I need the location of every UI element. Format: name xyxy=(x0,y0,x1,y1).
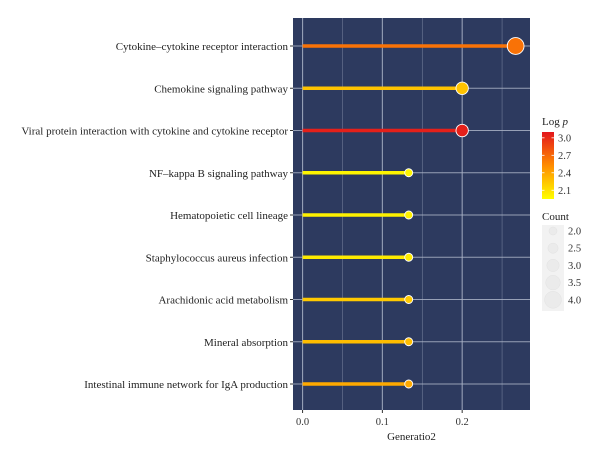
size-legend-circle-4 xyxy=(544,291,562,309)
lollipop-point-6 xyxy=(404,295,414,304)
category-label-0: Cytokine–cytokine receptor interaction xyxy=(116,41,289,53)
lollipop-point-8 xyxy=(404,379,414,389)
x-axis-title: Generatio2 xyxy=(387,431,436,443)
category-label-4: Hematopoietic cell lineage xyxy=(170,210,288,222)
category-label-7: Mineral absorption xyxy=(204,337,289,349)
color-legend-label-2: 2.4 xyxy=(558,168,572,179)
size-legend-circle-0 xyxy=(548,226,558,236)
lollipop-point-7 xyxy=(404,337,414,347)
lollipop-point-4 xyxy=(404,210,414,220)
color-legend-label-0: 3.0 xyxy=(558,133,571,144)
lollipop-stems xyxy=(302,44,516,386)
category-labels: Cytokine–cytokine receptor interaction Ch… xyxy=(21,41,288,391)
size-legend-label-1: 2.5 xyxy=(568,244,581,255)
x-tick-label-0: 0.0 xyxy=(296,417,309,428)
size-legend-label-4: 4.0 xyxy=(568,295,581,306)
color-legend-title-italic: p xyxy=(561,116,568,128)
lollipop-point-2 xyxy=(455,123,469,138)
x-tick-label-2: 0.2 xyxy=(456,417,469,428)
x-axis-ticks: 0.0 0.1 0.2 xyxy=(296,410,469,428)
size-legend-title: Count xyxy=(542,211,569,223)
color-legend-label-1: 2.7 xyxy=(558,151,571,162)
lollipop-point-0 xyxy=(506,37,525,55)
category-label-6: Arachidonic acid metabolism xyxy=(158,295,288,307)
size-legend-circle-1 xyxy=(547,242,559,254)
color-legend-label-3: 2.1 xyxy=(558,186,571,197)
size-legend-circle-2 xyxy=(546,258,560,272)
category-label-3: NF–kappa B signaling pathway xyxy=(149,168,289,180)
lollipop-point-3 xyxy=(404,168,414,178)
size-legend-items: 2.0 2.5 3.0 3.5 4.0 xyxy=(542,225,581,311)
lollipop-points xyxy=(404,37,525,389)
size-legend: Count 2.0 2.5 3.0 3.5 4.0 xyxy=(542,211,581,311)
size-legend-label-2: 3.0 xyxy=(568,261,581,272)
color-legend-ticks: 3.0 2.7 2.4 2.1 xyxy=(542,133,572,197)
color-legend: Log p 3.0 2.7 2.4 2.1 xyxy=(542,116,572,199)
category-label-8: Intestinal immune network for IgA produc… xyxy=(84,379,288,391)
size-legend-label-3: 3.5 xyxy=(568,278,581,289)
category-label-5: Staphylococcus aureus infection xyxy=(146,252,289,264)
size-legend-label-0: 2.0 xyxy=(568,227,581,238)
lollipop-point-5 xyxy=(404,252,414,262)
size-legend-circle-3 xyxy=(545,275,561,291)
category-label-2: Viral protein interaction with cytokine … xyxy=(21,126,288,138)
color-legend-title: Log p xyxy=(542,116,568,128)
lollipop-point-1 xyxy=(455,81,469,95)
x-tick-label-1: 0.1 xyxy=(376,417,389,428)
color-legend-title-main: Log xyxy=(542,116,562,128)
category-tick-marks xyxy=(290,45,293,385)
color-legend-gradient-bar xyxy=(542,132,554,199)
category-label-1: Chemokine signaling pathway xyxy=(154,83,288,95)
